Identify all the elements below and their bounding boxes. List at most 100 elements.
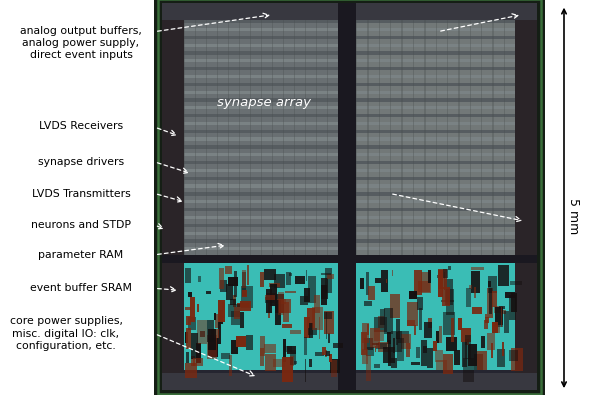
- Bar: [391, 331, 401, 352]
- Bar: [493, 322, 497, 333]
- Text: synapse array: synapse array: [217, 96, 311, 109]
- Bar: [325, 268, 332, 293]
- Bar: [407, 320, 415, 326]
- Bar: [502, 310, 506, 314]
- Bar: [446, 337, 457, 351]
- Bar: [184, 192, 338, 196]
- Bar: [322, 347, 326, 355]
- Bar: [427, 348, 433, 368]
- Bar: [511, 293, 517, 312]
- Bar: [215, 314, 220, 328]
- Bar: [273, 359, 286, 367]
- Bar: [266, 289, 272, 313]
- Bar: [492, 20, 494, 255]
- Bar: [470, 20, 471, 255]
- Bar: [184, 20, 185, 255]
- Bar: [377, 342, 389, 352]
- Text: synapse drivers: synapse drivers: [38, 157, 124, 167]
- Bar: [184, 51, 338, 55]
- Bar: [190, 297, 195, 322]
- Bar: [184, 59, 338, 62]
- Bar: [384, 308, 393, 334]
- Bar: [294, 20, 295, 255]
- Bar: [438, 269, 447, 289]
- Bar: [510, 281, 523, 285]
- Bar: [502, 342, 505, 356]
- Bar: [383, 347, 395, 363]
- Bar: [362, 323, 370, 343]
- Bar: [246, 335, 253, 350]
- Bar: [218, 268, 224, 289]
- Bar: [328, 333, 330, 343]
- Bar: [272, 20, 274, 255]
- Bar: [321, 278, 328, 299]
- Bar: [162, 373, 537, 390]
- Bar: [260, 336, 265, 356]
- Bar: [356, 153, 515, 156]
- Bar: [509, 350, 518, 361]
- Bar: [376, 343, 387, 349]
- Bar: [184, 169, 338, 172]
- Bar: [463, 358, 474, 382]
- Bar: [443, 312, 455, 335]
- Bar: [290, 356, 294, 367]
- Bar: [451, 318, 454, 342]
- Bar: [370, 327, 380, 348]
- Bar: [184, 145, 338, 149]
- Bar: [499, 306, 505, 309]
- Bar: [356, 83, 515, 86]
- Bar: [428, 318, 432, 328]
- Bar: [386, 278, 388, 283]
- Bar: [196, 343, 202, 363]
- Bar: [312, 307, 323, 330]
- Bar: [439, 325, 442, 343]
- Bar: [436, 331, 439, 343]
- Bar: [442, 288, 451, 306]
- Bar: [324, 311, 334, 334]
- Bar: [239, 20, 241, 255]
- Bar: [445, 279, 453, 305]
- Bar: [184, 67, 338, 70]
- Bar: [406, 343, 410, 357]
- Bar: [503, 20, 505, 255]
- Bar: [197, 305, 199, 312]
- Bar: [228, 20, 229, 255]
- Bar: [270, 284, 277, 306]
- Bar: [184, 216, 338, 219]
- Bar: [390, 20, 391, 255]
- Bar: [443, 354, 453, 374]
- Bar: [356, 216, 515, 219]
- Bar: [364, 301, 372, 306]
- Bar: [214, 312, 216, 320]
- Bar: [208, 335, 217, 359]
- Bar: [324, 312, 332, 319]
- Bar: [436, 20, 437, 255]
- Bar: [186, 316, 191, 325]
- Bar: [446, 289, 454, 316]
- Bar: [319, 317, 320, 339]
- Bar: [447, 20, 448, 255]
- Bar: [230, 299, 236, 305]
- Bar: [184, 90, 338, 94]
- Bar: [184, 208, 338, 211]
- Bar: [283, 339, 286, 361]
- Bar: [304, 337, 307, 355]
- Bar: [283, 302, 289, 322]
- Bar: [308, 276, 316, 303]
- Bar: [487, 288, 493, 314]
- Bar: [330, 359, 340, 373]
- Bar: [162, 3, 184, 390]
- Bar: [364, 339, 373, 350]
- Bar: [307, 308, 314, 328]
- Bar: [185, 328, 191, 349]
- Bar: [261, 20, 262, 255]
- Bar: [474, 287, 476, 298]
- Bar: [325, 351, 330, 356]
- Bar: [283, 20, 284, 255]
- Bar: [305, 20, 307, 255]
- Bar: [390, 294, 400, 318]
- Bar: [282, 324, 292, 328]
- Bar: [281, 357, 293, 382]
- Bar: [356, 28, 515, 31]
- Bar: [184, 130, 338, 133]
